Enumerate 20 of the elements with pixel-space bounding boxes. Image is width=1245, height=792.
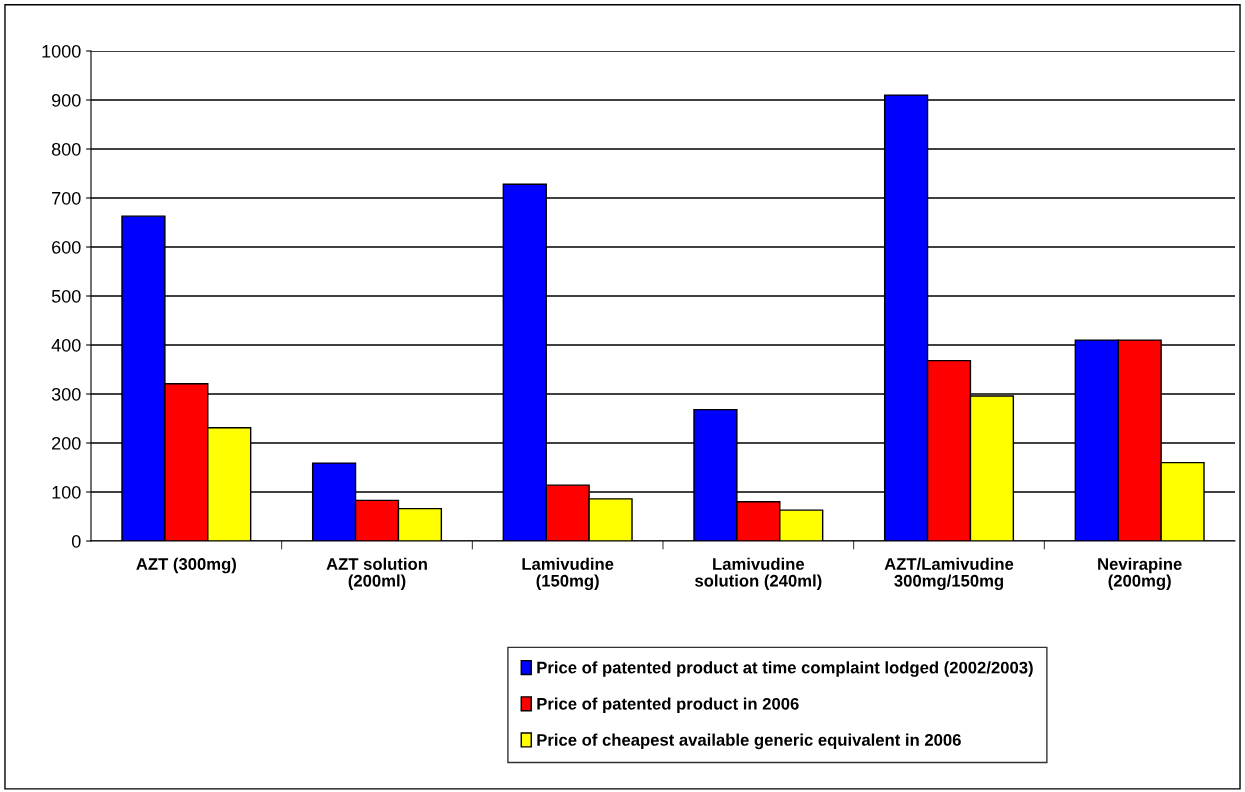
x-tick-label: AZT solution (200ml)	[326, 557, 427, 590]
y-tick-label: 300	[51, 387, 81, 401]
legend-label: Price of cheapest available generic equivalent in 2006	[537, 733, 961, 750]
x-tick-label: Lamivudine solution (240ml)	[695, 557, 822, 590]
y-tick-label: 700	[52, 191, 81, 205]
y-tick-label: 600	[52, 240, 81, 254]
y-tick-label: 500	[51, 289, 81, 303]
legend-label: Price of patented product at time complaint lodged (2002/2003)	[537, 661, 1033, 677]
y-tick-label: 400	[51, 338, 81, 352]
y-tick-label: 1000	[42, 44, 81, 58]
legend-label: Price of patented product in 2006	[537, 697, 799, 713]
y-tick-label: 200	[52, 436, 81, 450]
x-tick-label: AZT/Lamivudine 300mg/150mg	[884, 557, 1014, 591]
y-tick-label: 0	[71, 534, 81, 548]
x-tick-label: Nevirapine (200mg)	[1098, 557, 1182, 591]
x-tick-label: AZT (300mg)	[136, 557, 236, 574]
y-tick-label: 100	[52, 485, 81, 499]
y-tick-label: 900	[52, 93, 81, 107]
y-tick-label: 800	[51, 142, 81, 156]
x-tick-label: Lamivudine (150mg)	[522, 557, 614, 591]
